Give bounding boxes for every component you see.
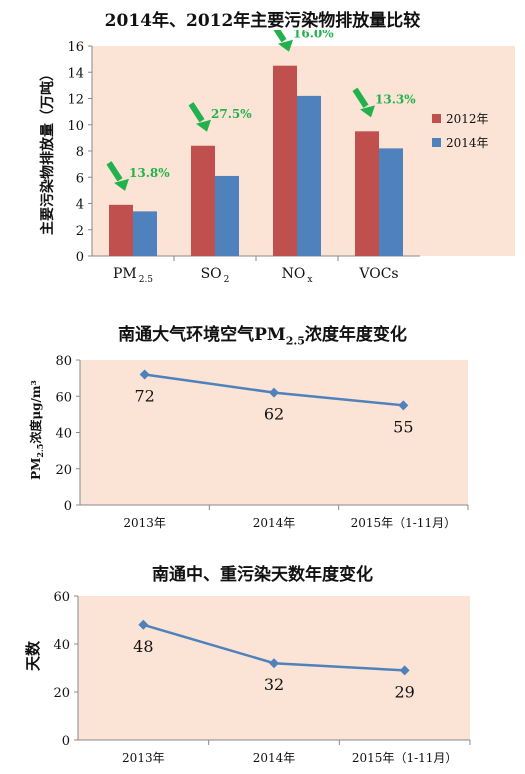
legend-swatch [432,114,441,123]
y-tick-label: 40 [55,427,72,442]
chart2-title-main: 南通大气环境空气PM [118,325,286,345]
x-tick-label: 2014年 [253,751,296,765]
y-tick-label: 8 [76,145,84,160]
data-point [269,387,279,398]
y-tick-label: 0 [64,499,72,514]
y-tick-label: 60 [53,590,70,605]
data-point [269,658,279,669]
y-tick-label: 40 [53,638,70,653]
chart2-title-rest: 浓度年度变化 [304,325,407,345]
pm25-line-chart: 0 20 40 60 80 2013年 2014年 2015年（1-11月） 72 62 55 P… [28,354,469,530]
x-tick-label: VOCs [358,266,398,282]
y-tick-label: 14 [67,66,84,81]
y-tick-label: 20 [55,463,72,478]
y-tick-label: 80 [55,354,72,369]
bar-2012 [109,204,133,256]
chart3-y-axis-label: 天数 [24,640,42,671]
data-label: 72 [134,387,154,406]
chart3-title: 南通中、重污染天数年度变化 [152,565,373,585]
bar-chart: 0 2 4 6 8 10 12 14 16 PM 2.5 SO 2 NO x VOCs 13.8% 27.5% 1… [39,30,515,285]
y-tick-label: 0 [62,734,70,749]
reduction-arrow [273,30,293,52]
bar-2014 [133,211,157,256]
y-tick-label: 4 [76,198,84,213]
legend-label: 2012年 [446,112,489,126]
pollution-days-line-chart: 0 20 40 60 2013年 2014年 2015年（1-11月） 48 32 29 天数 [24,590,471,765]
y-tick-label: 60 [55,390,72,405]
reduction-arrow [106,161,129,191]
y-tick-label: 0 [76,250,84,265]
chart2-y-axis-label: PM2.5浓度μg/m³ [28,380,45,480]
data-point [399,665,410,676]
x-tick-label: 2013年 [123,516,166,530]
reduction-arrow-shaft [273,30,287,43]
reduction-label: 16.0% [293,30,334,41]
data-label: 29 [394,682,414,701]
reduction-arrow-shaft [106,161,123,182]
x-tick-label: 2015年（1-11月） [352,751,458,765]
x-tick-label: SO 2 [201,266,230,285]
data-label: 48 [133,637,153,656]
data-label: 32 [264,675,284,694]
data-point [139,369,150,380]
chart1-y-axis-label: 主要污染物排放量（万吨） [39,67,56,235]
y-tick-label: 6 [76,171,84,186]
x-tick-label: PM 2.5 [113,266,153,285]
bar-2012 [355,131,379,256]
chart1-title: 2014年、2012年主要污染物排放量比较 [104,11,421,31]
reduction-arrow-head [114,178,129,191]
y-tick-label: 20 [53,686,70,701]
reduction-arrow-head [196,119,211,132]
bar-2014 [379,148,403,256]
data-label: 62 [264,405,284,424]
legend-swatch [432,138,441,147]
reduction-arrow-head [278,39,293,52]
data-point [398,400,409,411]
y-tick-label: 10 [67,119,84,134]
reduction-arrow-head [360,105,375,118]
bar-2012 [273,65,297,256]
legend-label: 2014年 [446,136,489,150]
reduction-label: 13.3% [375,92,416,106]
chart2-plot-background [80,360,468,505]
chart2-title: 南通大气环境空气PM2.5浓度年度变化 [0,320,525,347]
y-tick-label: 2 [76,224,84,239]
reduction-arrow-shaft [188,102,205,123]
chart2-title-sub: 2.5 [285,334,305,348]
x-tick-label: 2015年（1-11月） [351,516,457,530]
x-tick-label: 2014年 [253,516,296,530]
bar-2014 [215,175,239,256]
x-tick-label: NO x [282,266,313,285]
reduction-label: 27.5% [211,107,252,121]
reduction-label: 13.8% [129,166,170,180]
data-label: 55 [393,417,413,436]
data-point [138,619,149,630]
reduction-arrow [352,87,375,118]
reduction-arrow-shaft [352,87,369,108]
y-tick-label: 16 [67,40,84,55]
bar-2014 [297,95,321,256]
reduction-arrow [188,102,211,132]
bar-2012 [191,145,215,256]
x-tick-label: 2013年 [122,751,165,765]
y-tick-label: 12 [67,93,84,108]
